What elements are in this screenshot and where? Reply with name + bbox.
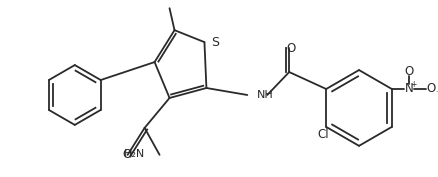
Text: ⁻: ⁻ (434, 90, 438, 98)
Text: +: + (410, 79, 416, 88)
Text: O: O (286, 42, 295, 55)
Text: S: S (211, 36, 219, 49)
Text: H₂N: H₂N (124, 149, 145, 159)
Text: O: O (122, 148, 131, 161)
Text: NH: NH (257, 90, 273, 100)
Text: O: O (425, 82, 434, 96)
Text: N: N (403, 82, 412, 96)
Text: O: O (403, 65, 413, 78)
Text: Cl: Cl (317, 128, 328, 141)
